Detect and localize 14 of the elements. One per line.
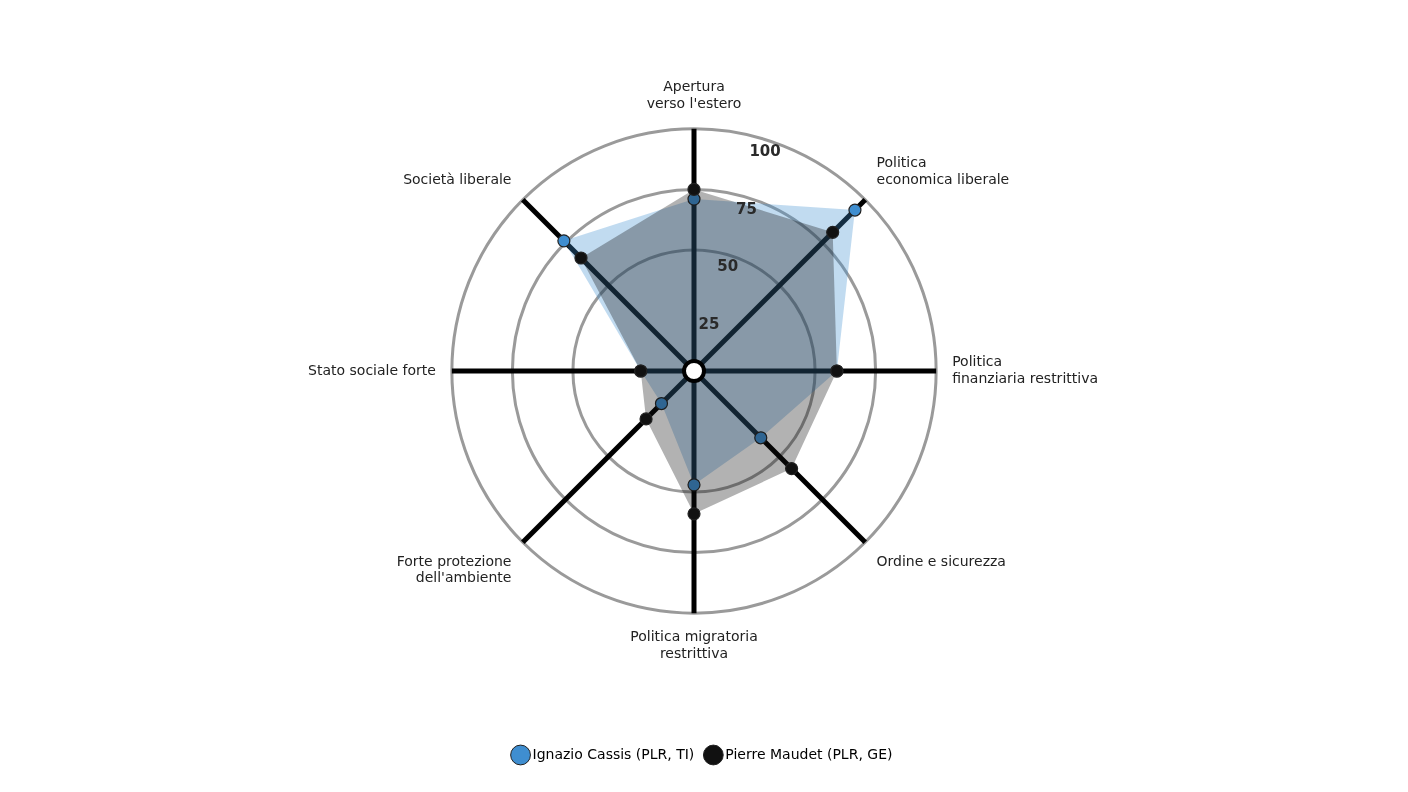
y-tick-label: 25 [698,314,720,333]
spoke-label: Forte protezione dell'ambiente [396,552,512,586]
spoke-label: Politica migratoria restrittiva [630,628,758,661]
spoke-label: Politica economica liberale [876,153,1010,187]
y-tick-label: 50 [717,257,739,276]
legend-label: Pierre Maudet (PLR, GE) [725,745,893,762]
y-tick-label: 75 [735,199,757,218]
spoke-label: Apertura verso l'estero [646,78,742,112]
spoke-label: Società liberale [403,170,512,187]
spoke-label: Ordine e sicurezza [876,552,1006,569]
spoke-label: Politica finanziaria restrittiva [952,353,1098,387]
spoke-label: Stato sociale forte [308,361,436,378]
legend-label: Ignazio Cassis (PLR, TI) [532,745,695,762]
y-tick-label: 100 [749,142,781,161]
